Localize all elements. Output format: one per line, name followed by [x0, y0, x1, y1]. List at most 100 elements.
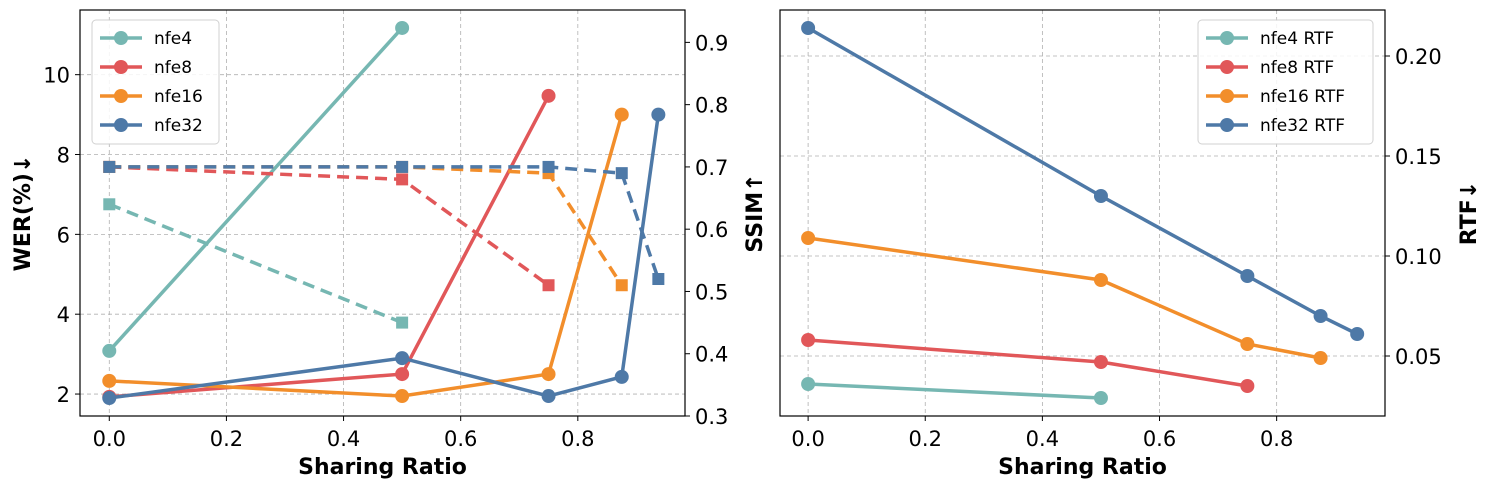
data-point: [1240, 337, 1255, 351]
data-point: [396, 316, 409, 329]
series-nfe32-RTF: [801, 21, 1365, 341]
data-point: [615, 279, 628, 292]
line: [808, 382, 1102, 400]
data-point: [102, 343, 117, 358]
plot-frame: [79, 9, 686, 417]
data-point: [801, 21, 816, 35]
data-point: [542, 279, 555, 292]
plot-frame: [779, 9, 1386, 417]
line: [107, 26, 404, 353]
legend-box: [1197, 19, 1374, 145]
data-point: [652, 273, 665, 286]
y2-axis-label: SSIM↑: [743, 173, 768, 252]
legend: nfe4 RTF nfe8 RTF nfe16 RTF nfe32 RTF: [1197, 19, 1374, 145]
legend-marker: [114, 89, 128, 103]
x-tick-label: 0.2: [210, 427, 243, 451]
data-point: [541, 389, 556, 404]
data-point: [103, 198, 116, 211]
data-point: [1093, 391, 1108, 405]
legend-label: nfe16 RTF: [1260, 87, 1345, 107]
data-point: [1240, 379, 1255, 393]
y-tick-label: 2: [57, 383, 70, 407]
data-point: [396, 160, 409, 173]
y2-tick-label: 0.9: [695, 31, 728, 55]
legend-label: nfe4: [154, 29, 192, 49]
line: [109, 114, 624, 398]
x-tick-label: 0.4: [1026, 427, 1059, 451]
series-nfe16-RTF: [801, 231, 1328, 365]
data-point: [1240, 269, 1255, 283]
data-point: [541, 367, 556, 382]
legend-marker: [1220, 60, 1234, 74]
x-tick-label: 0.6: [444, 427, 477, 451]
legend-marker: [114, 60, 128, 74]
x-axis-label: Sharing Ratio: [298, 455, 467, 480]
data-point: [1093, 273, 1108, 287]
legend-marker: [1220, 89, 1234, 103]
y-tick-label: 10: [43, 64, 70, 88]
line: [807, 236, 1321, 360]
legend-label: nfe4 RTF: [1260, 29, 1334, 49]
series-nfe32: [102, 107, 666, 406]
x-tick-label: 0.8: [1260, 427, 1293, 451]
y2-tick-label: 0.4: [695, 343, 728, 367]
x-tick-label: 0.0: [93, 427, 126, 451]
legend-box: [91, 19, 220, 145]
ssim-line: [108, 202, 403, 325]
y-tick-label: 8: [57, 144, 70, 168]
y-axis-label: RTF↓: [1457, 181, 1482, 245]
series-nfe16: [102, 107, 629, 404]
series-nfe4: [102, 20, 410, 358]
legend-marker: [1220, 31, 1234, 45]
chart-1: 0.0 0.2 0.4 0.6 0.8 2 4 6 8 10 0.3 0.4 0.5 0.6 0.7 0.8 0…: [11, 9, 768, 480]
y-tick-label: 0.05: [1395, 345, 1442, 369]
y2-tick-label: 0.7: [695, 156, 728, 180]
legend-label: nfe16: [154, 87, 203, 107]
data-point: [801, 333, 816, 347]
data-point: [102, 391, 117, 406]
data-point: [615, 167, 628, 180]
y2-tick-label: 0.8: [695, 94, 728, 118]
legend-marker: [114, 31, 128, 45]
x-tick-label: 0.4: [327, 427, 360, 451]
data-point: [1093, 189, 1108, 203]
data-point: [396, 173, 409, 186]
series-nfe8-RTF: [801, 333, 1255, 393]
data-point: [542, 160, 555, 173]
y2-tick-label: 0.3: [695, 405, 728, 429]
legend-marker: [114, 118, 128, 132]
ssim-line: [109, 165, 550, 287]
data-point: [614, 369, 629, 384]
y-tick-label: 0.10: [1395, 245, 1442, 269]
legend-label: nfe8 RTF: [1260, 58, 1334, 78]
line: [109, 114, 661, 400]
data-point: [395, 389, 410, 404]
data-point: [801, 377, 816, 391]
data-point: [1350, 327, 1365, 341]
series-nfe4-RTF: [801, 377, 1108, 405]
y-tick-label: 0.15: [1395, 145, 1442, 169]
data-point: [1093, 355, 1108, 369]
line: [807, 338, 1248, 388]
data-point: [102, 373, 117, 388]
x-axis-label: Sharing Ratio: [998, 455, 1167, 480]
y-tick-label: 6: [57, 223, 70, 247]
data-point: [1313, 351, 1328, 365]
data-point: [395, 367, 410, 382]
legend: nfe4 nfe8 nfe16 nfe32: [91, 19, 220, 145]
data-point: [801, 231, 816, 245]
chart-2: 0.0 0.2 0.4 0.6 0.8 0.05 0.10 0.15 0.20 Sharing R…: [779, 9, 1482, 480]
y-axis-label: WER(%)↓: [11, 155, 36, 272]
data-point: [103, 160, 116, 173]
x-tick-label: 0.6: [1143, 427, 1176, 451]
x-tick-label: 0.0: [791, 427, 824, 451]
x-tick-label: 0.8: [561, 427, 594, 451]
legend-label: nfe8: [154, 58, 192, 78]
data-point: [541, 88, 556, 103]
legend-marker: [1220, 118, 1234, 132]
legend-label: nfe32 RTF: [1260, 116, 1345, 136]
y2-tick-label: 0.6: [695, 218, 728, 242]
data-point: [651, 107, 666, 122]
y2-tick-label: 0.5: [695, 280, 728, 304]
